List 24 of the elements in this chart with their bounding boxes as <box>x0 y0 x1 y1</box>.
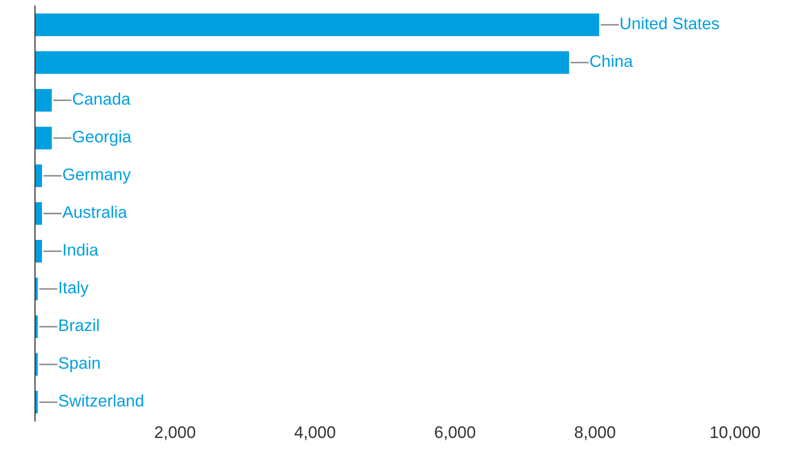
bar <box>35 89 52 112</box>
y-tick-label: China <box>590 54 633 68</box>
x-tick-label: 6,000 <box>434 426 476 440</box>
y-tick-label: Canada <box>72 92 130 105</box>
bar <box>35 126 52 150</box>
bar <box>35 14 600 36</box>
bar <box>35 164 42 188</box>
bar <box>35 278 38 300</box>
y-tick-label: India <box>64 243 98 256</box>
y-tick-label: Brazil <box>59 318 99 332</box>
y-tick-label: Italy <box>60 281 89 297</box>
x-tick-label: 2,000 <box>154 426 196 440</box>
x-tick-label: 10,000 <box>710 426 760 440</box>
bar <box>35 202 42 225</box>
y-tick-label: United States <box>620 17 719 30</box>
y-tick-label: Georgia <box>72 130 132 146</box>
y-tick-label: Spain <box>58 356 100 372</box>
bar <box>35 240 42 263</box>
x-tick-label: 8,000 <box>574 426 616 440</box>
y-tick-label: Switzerland <box>58 394 144 407</box>
y-tick-label: Australia <box>62 206 128 218</box>
y-tick-label: Germany <box>63 168 131 184</box>
bar <box>35 51 570 74</box>
x-tick-label: 4,000 <box>294 426 336 440</box>
